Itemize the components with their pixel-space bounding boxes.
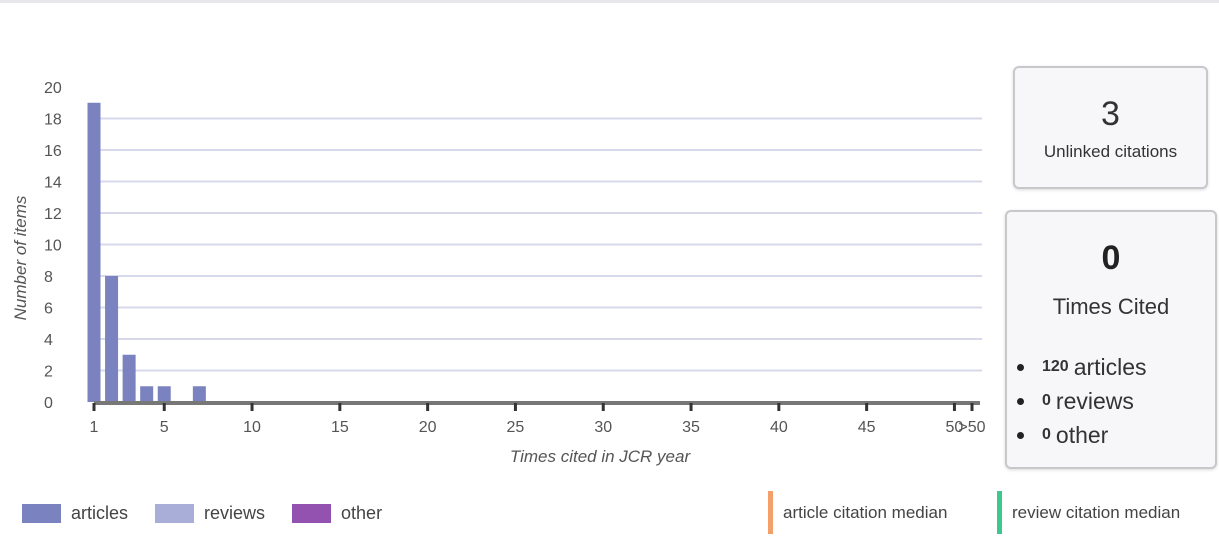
review-median-label: review citation median xyxy=(1012,502,1181,522)
unlinked-citations-label: Unlinked citations xyxy=(1043,142,1178,161)
x-tick-label: 1 xyxy=(90,419,99,436)
legend-article-median: article citation median xyxy=(768,491,947,534)
article-median-label: article citation median xyxy=(783,502,948,522)
x-ticks: 1 5 10 15 20 25 30 35 40 45 50>50 xyxy=(90,403,986,436)
times-cited-count: 0 xyxy=(1101,239,1121,277)
breakdown-other-count: 0 xyxy=(1042,426,1051,443)
y-tick-label: 8 xyxy=(44,269,53,286)
breakdown-articles-label: articles xyxy=(1073,354,1147,380)
y-tick-label: 16 xyxy=(44,143,62,160)
legend-swatch-other xyxy=(292,504,332,523)
x-tick-label: >50 xyxy=(958,419,985,436)
y-tick-label: 12 xyxy=(44,206,62,223)
x-tick-label: 20 xyxy=(419,419,437,436)
bar-articles xyxy=(140,386,154,402)
y-tick-label: 6 xyxy=(44,301,53,318)
breakdown-articles-count: 120 xyxy=(1042,358,1069,375)
y-tick-label: 2 xyxy=(44,364,53,381)
bar-articles xyxy=(122,354,136,402)
bullet-icon xyxy=(1017,431,1024,439)
bar-articles xyxy=(157,386,171,402)
y-tick-label: 4 xyxy=(44,332,53,349)
legend-label-articles: articles xyxy=(71,503,129,523)
bar-articles xyxy=(87,102,101,402)
legend-review-median: review citation median xyxy=(997,491,1180,534)
legend-label-reviews: reviews xyxy=(204,503,266,523)
breakdown-reviews-label: reviews xyxy=(1055,388,1134,414)
x-tick-label: 40 xyxy=(770,419,788,436)
bar-articles xyxy=(105,276,119,402)
x-tick-label: 5 xyxy=(160,419,169,436)
breakdown-reviews: 0 reviews xyxy=(1017,384,1215,418)
legend-swatch-reviews xyxy=(155,504,195,523)
breakdown-reviews-count: 0 xyxy=(1042,392,1051,409)
unlinked-citations-card[interactable]: 3 Unlinked citations xyxy=(1013,66,1208,189)
bullet-icon xyxy=(1017,397,1024,405)
y-tick-label: 10 xyxy=(44,238,62,255)
legend-swatch-articles xyxy=(22,504,61,523)
legend-label-other: other xyxy=(341,503,383,523)
x-tick-label: 10 xyxy=(243,419,261,436)
x-axis-label: Times cited in JCR year xyxy=(510,447,692,466)
legend-item-articles[interactable]: articles xyxy=(22,503,128,524)
legend-item-other[interactable]: other xyxy=(292,503,382,524)
times-cited-breakdown: 120 articles 0 reviews 0 other xyxy=(1017,350,1215,452)
grid-lines xyxy=(94,117,982,372)
review-median-line-swatch xyxy=(997,491,1002,534)
bar-articles xyxy=(192,386,206,402)
unlinked-citations-count: 3 xyxy=(1101,95,1120,133)
legend-item-reviews[interactable]: reviews xyxy=(155,503,265,524)
breakdown-articles: 120 articles xyxy=(1017,350,1215,384)
times-cited-label: Times Cited xyxy=(1052,294,1170,319)
y-ticks: 0 2 4 6 8 10 12 14 16 18 20 xyxy=(44,80,62,412)
series-legend: articles reviews other xyxy=(22,503,409,524)
bullet-icon xyxy=(1017,363,1024,371)
top-divider xyxy=(0,0,1219,3)
x-tick-label: 25 xyxy=(507,419,525,436)
times-cited-card: 0 Times Cited 120 articles 0 reviews 0 o… xyxy=(1005,210,1217,469)
y-tick-label: 0 xyxy=(44,395,53,412)
y-axis-label: Number of items xyxy=(11,195,30,320)
breakdown-other: 0 other xyxy=(1017,418,1215,452)
breakdown-other-label: other xyxy=(1055,422,1109,448)
y-tick-label: 14 xyxy=(44,175,62,192)
bars xyxy=(87,102,206,402)
article-median-line-swatch xyxy=(768,491,773,534)
x-tick-label: 45 xyxy=(858,419,876,436)
y-tick-label: 20 xyxy=(44,80,62,97)
x-tick-label: 50 xyxy=(946,419,964,436)
x-tick-label: 35 xyxy=(682,419,700,436)
y-tick-label: 18 xyxy=(44,112,62,129)
x-tick-label: 30 xyxy=(594,419,612,436)
x-tick-label: 15 xyxy=(331,419,349,436)
